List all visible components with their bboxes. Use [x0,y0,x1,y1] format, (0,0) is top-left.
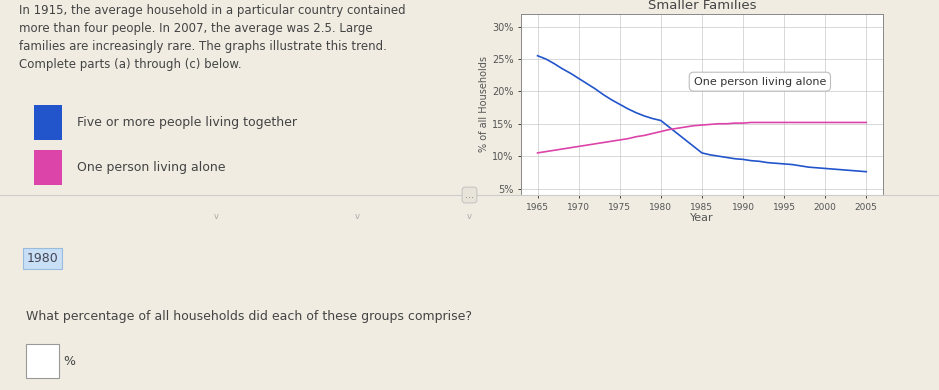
Y-axis label: % of all Households: % of all Households [479,56,489,152]
Text: In 1915, the average household in a particular country contained
more than four : In 1915, the average household in a part… [20,4,406,71]
Bar [26,344,59,378]
Text: v: v [467,213,472,222]
Text: One person living alone: One person living alone [77,161,225,174]
Bar [35,105,62,140]
Text: ...: ... [465,190,474,200]
X-axis label: Year: Year [690,213,714,223]
Text: v: v [213,213,219,222]
Text: 1980: 1980 [26,252,58,265]
Text: %: % [63,355,75,367]
Text: What percentage of all households did each of these groups comprise?: What percentage of all households did ea… [26,310,472,323]
Text: One person living alone: One person living alone [694,77,826,87]
Text: Five or more people living together: Five or more people living together [77,116,297,129]
Text: v: v [354,213,360,222]
Bar [35,150,62,185]
Title: Smaller Families: Smaller Families [648,0,756,12]
